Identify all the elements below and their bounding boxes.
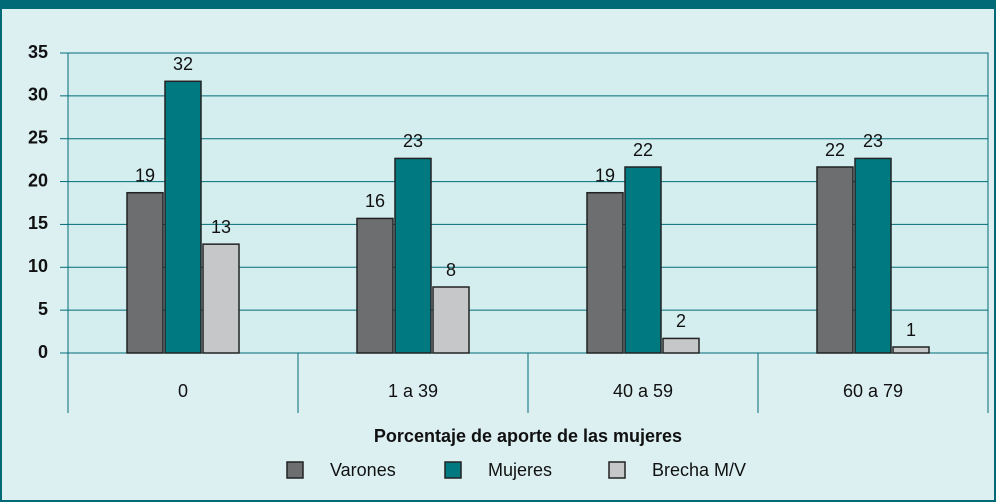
bar	[202, 243, 240, 354]
data-label: 22	[633, 140, 653, 160]
data-label: 2	[676, 311, 686, 331]
data-label: 23	[863, 131, 883, 151]
legend-label: Varones	[330, 460, 396, 480]
bar	[356, 217, 394, 354]
data-label: 13	[211, 217, 231, 237]
data-label: 19	[595, 165, 615, 185]
data-label: 22	[825, 140, 845, 160]
y-tick-label: 30	[28, 85, 48, 105]
legend-label: Brecha M/V	[652, 460, 746, 480]
legend-swatch	[608, 461, 626, 479]
data-label: 8	[446, 260, 456, 280]
y-tick-label: 25	[28, 127, 48, 147]
y-tick-label: 5	[38, 299, 48, 319]
y-tick-label: 10	[28, 256, 48, 276]
legend-label: Mujeres	[488, 460, 552, 480]
top-band	[0, 0, 996, 7]
bar	[662, 337, 700, 354]
bar	[892, 346, 930, 354]
bar	[624, 166, 662, 354]
data-label: 19	[135, 165, 155, 185]
x-axis-title: Porcentaje de aporte de las mujeres	[374, 426, 682, 446]
x-tick-label: 0	[178, 381, 188, 401]
y-tick-label: 35	[28, 42, 48, 62]
legend-swatch	[286, 461, 304, 479]
y-tick-label: 15	[28, 213, 48, 233]
bar	[394, 157, 432, 354]
bar	[586, 191, 624, 354]
bar	[816, 166, 854, 354]
legend-swatch	[444, 461, 462, 479]
frame	[0, 7, 996, 502]
x-tick-label: 1 a 39	[388, 381, 438, 401]
y-tick-label: 20	[28, 170, 48, 190]
x-tick-label: 40 a 59	[613, 381, 673, 401]
x-tick-label: 60 a 79	[843, 381, 903, 401]
data-label: 16	[365, 191, 385, 211]
bar	[164, 80, 202, 354]
bar	[432, 286, 470, 354]
data-label: 32	[173, 54, 193, 74]
bar	[854, 157, 892, 354]
data-label: 1	[906, 320, 916, 340]
bar	[126, 191, 164, 354]
y-tick-label: 0	[38, 342, 48, 362]
data-label: 23	[403, 131, 423, 151]
